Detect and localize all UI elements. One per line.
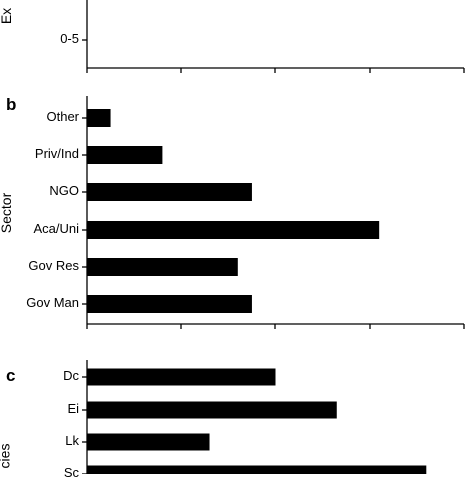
panel-c-bar-0	[87, 368, 276, 386]
panel-c-category-label: Dc	[63, 368, 79, 383]
panel-b-bar-3	[87, 183, 252, 201]
panel-c-category-label: Lk	[65, 433, 79, 448]
panel-b-category-label: Gov Res	[28, 258, 79, 273]
panel-b-category-label: Priv/Ind	[34, 146, 79, 161]
panel-b-letter: b	[6, 95, 17, 114]
panel-a-category-label: 0-5	[60, 31, 79, 46]
panel-b-category-label: Aca/Uni	[33, 221, 79, 236]
panel-b-category-label: Gov Man	[26, 295, 79, 310]
panel-c-bar-1	[87, 401, 337, 419]
panel-b-bar-4	[87, 146, 163, 164]
panel-c-letter: c	[6, 366, 16, 385]
panel-b-bar-1	[87, 258, 238, 276]
panel-c-bar-2	[87, 433, 210, 451]
panel-c-category-label: Sc	[63, 465, 79, 480]
panel-c-bar-3	[87, 465, 427, 474]
panel-b-bar-5	[87, 109, 111, 127]
panel-b-category-label: NGO	[49, 183, 79, 198]
panel-c-category-label: Ei	[67, 401, 79, 416]
panel-b-bar-2	[87, 221, 380, 239]
panel-b-category-label: Other	[46, 109, 79, 124]
panel-b-bar-0	[87, 295, 252, 313]
